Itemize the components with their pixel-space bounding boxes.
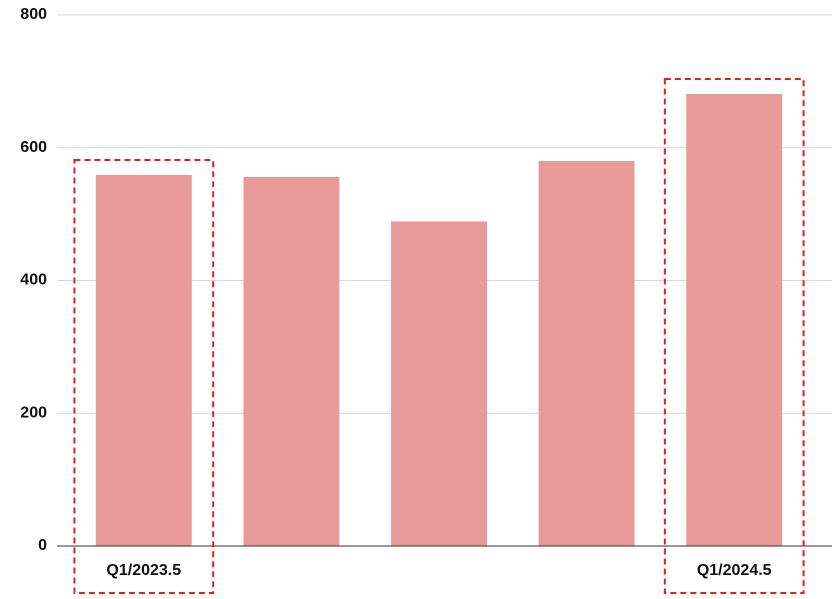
bar <box>391 221 487 546</box>
y-tick-label: 600 <box>20 139 47 156</box>
bar <box>538 161 635 546</box>
bar <box>686 93 783 546</box>
bar <box>243 176 340 546</box>
y-tick-label: 200 <box>20 404 47 421</box>
y-tick-label: 400 <box>20 272 47 289</box>
highlight-box <box>663 77 805 594</box>
highlight-box <box>73 158 215 594</box>
y-tick-label: 800 <box>20 6 47 23</box>
x-tick-label: Q1/2024.5 <box>697 562 772 579</box>
x-tick-label: Q1/2023.5 <box>106 562 181 579</box>
y-tick-label: 0 <box>38 537 47 554</box>
bar <box>95 174 192 546</box>
